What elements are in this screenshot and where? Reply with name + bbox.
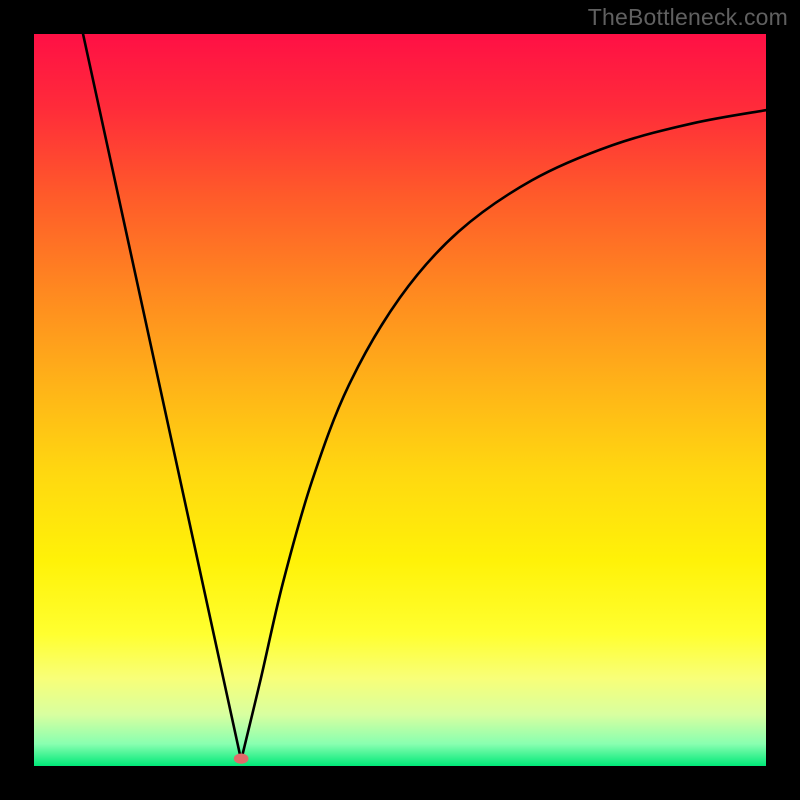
gradient-background [34,34,766,766]
minimum-marker [234,754,249,764]
outer-frame: TheBottleneck.com [0,0,800,800]
watermark-text: TheBottleneck.com [588,4,788,31]
plot-area [34,34,766,766]
plot-svg [34,34,766,766]
